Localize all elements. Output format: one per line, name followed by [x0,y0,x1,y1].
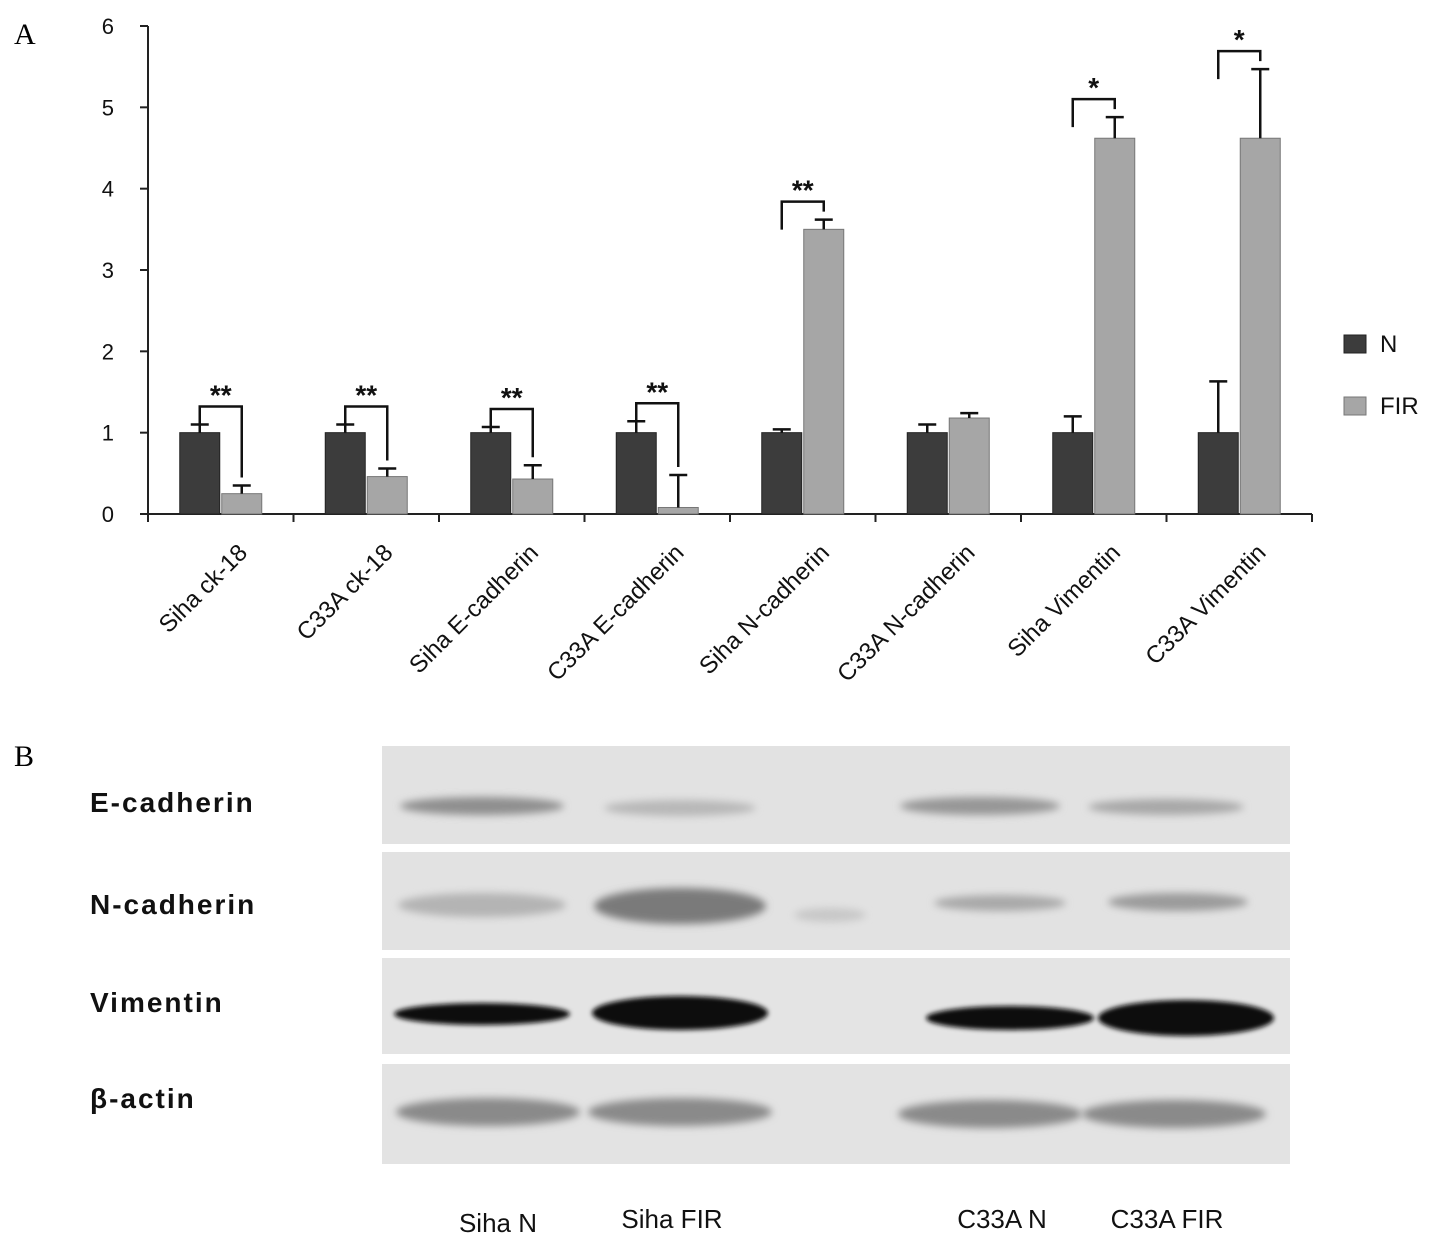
bar-fir [803,228,845,515]
band [1082,1100,1266,1128]
bar-fir [221,493,263,515]
blot-strip-e-cadherin [382,746,1290,844]
legend-label-n: N [1380,331,1397,358]
significance-label: ** [646,376,668,407]
x-ticks [147,514,1313,522]
significance-label: ** [355,380,377,411]
y-ticks: 0 1 2 3 4 5 6 [102,14,148,527]
bar-n [761,432,803,515]
blot-lane-label: C33A FIR [1111,1204,1224,1234]
y-tick-label: 6 [102,14,114,39]
bar-fir [657,506,699,515]
band [398,893,566,917]
blot-row-label: E-cadherin [90,787,255,818]
blot-row-label: β-actin [90,1083,196,1114]
significance-bracket [635,402,680,467]
significance-bracket [1071,97,1116,128]
y-tick-label: 4 [102,177,114,202]
bar-fir [1094,137,1136,515]
bars [179,137,1281,515]
category-label: C33A N-cadherin [832,539,980,687]
category-label: C33A E-cadherin [542,539,689,686]
significance-label: ** [501,382,523,413]
significance-bracket [1217,49,1262,80]
y-tick-label: 2 [102,339,114,364]
bar-n [1052,432,1094,515]
bands-vimentin [394,996,1274,1036]
category-label: C33A ck-18 [292,539,399,646]
significance-label: * [1234,24,1245,55]
blot-row-label: Vimentin [90,987,224,1018]
y-tick-label: 5 [102,95,114,120]
band [1098,1000,1274,1036]
legend-label-fir: FIR [1380,393,1419,420]
category-label: C33A Vimentin [1140,539,1271,670]
category-label: Siha E-cadherin [404,539,544,679]
band [926,1006,1094,1030]
category-label: Siha Vimentin [1002,539,1126,663]
band [1108,893,1248,911]
significance-label: * [1088,72,1099,103]
band [794,908,866,922]
significance-bracket [489,407,534,458]
blot-lane-label: C33A N [957,1204,1047,1234]
bar-fir [1239,137,1281,515]
significance-brackets: ** ** ** ****** [198,24,1262,478]
legend-swatch-n [1343,334,1367,354]
band [934,895,1066,911]
y-tick-label: 0 [102,502,114,527]
band [400,797,564,815]
significance-bracket [344,405,389,461]
bar-fir [366,476,408,515]
significance-bracket [198,405,243,478]
band [898,1100,1082,1128]
band [396,1098,580,1126]
category-label: Siha ck-18 [154,539,253,638]
category-label: Siha N-cadherin [694,539,835,680]
legend: N FIR [1343,331,1419,420]
bar-n [324,432,366,515]
bands-n-cadherin [398,888,1248,924]
bar-n [179,432,221,515]
bar-n [1197,432,1239,515]
band [594,888,766,924]
panel-label-a: A [14,18,36,51]
bar-fir [512,478,554,515]
bar-fir [948,417,990,515]
bands-beta-actin [396,1098,1266,1128]
western-blot: E-cadherin N-cadherin Vimentin β-actin S… [90,746,1290,1238]
bands-e-cadherin [400,797,1244,816]
y-tick-label: 3 [102,258,114,283]
bar-n [615,432,657,515]
category-labels: Siha ck-18 C33A ck-18 Siha E-cadherinC33A … [154,539,1272,687]
bar-n [906,432,948,515]
band [900,797,1060,815]
blot-lane-label: Siha FIR [621,1204,722,1234]
significance-label: ** [792,175,814,206]
legend-swatch-fir [1343,396,1367,416]
band [604,800,756,816]
band [588,1098,772,1126]
band [592,996,768,1030]
band [1088,799,1244,815]
blot-lane-label: Siha N [459,1208,537,1238]
blot-row-label: N-cadherin [90,889,256,920]
band [394,1003,570,1025]
significance-label: ** [210,380,232,411]
y-tick-label: 1 [102,421,114,446]
bar-n [470,432,512,515]
panel-label-b: B [14,740,34,773]
significance-bracket [780,200,825,230]
